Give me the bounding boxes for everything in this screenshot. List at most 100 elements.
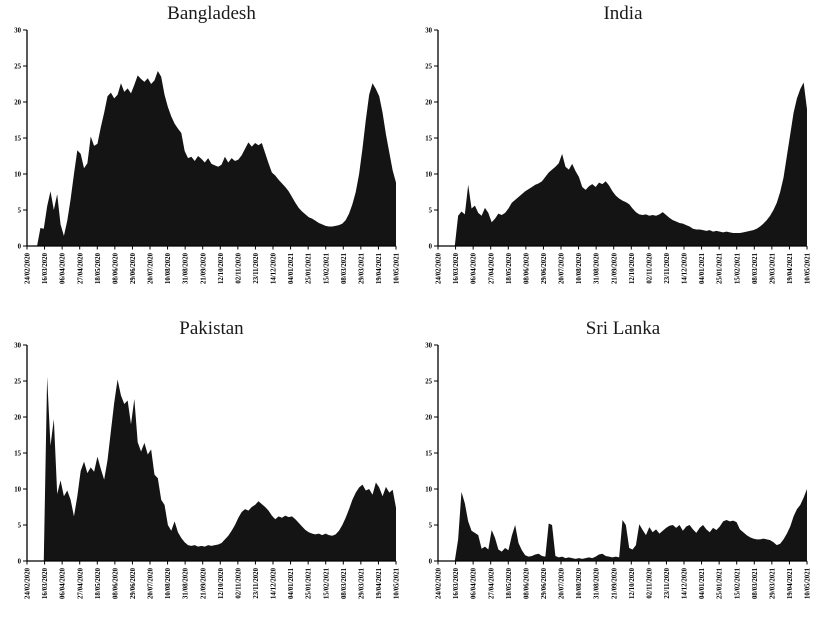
svg-text:15/02/2021: 15/02/2021: [323, 567, 330, 599]
svg-text:10/05/2021: 10/05/2021: [394, 567, 401, 599]
svg-text:0: 0: [429, 558, 433, 565]
svg-text:29/06/2020: 29/06/2020: [541, 567, 548, 599]
area-chart-pakistan: 0 5 10 15 20 25 30 24/02/2020 16/03/2020 06/04/20…: [14, 342, 401, 599]
chart-india: India 0 5 10 15 20 25 30 24/02/2020 16/03/2020 06…: [411, 0, 823, 315]
svg-text:21/09/2020: 21/09/2020: [611, 567, 618, 599]
svg-text:15/02/2021: 15/02/2021: [323, 252, 330, 284]
svg-text:20/07/2020: 20/07/2020: [559, 567, 566, 599]
svg-text:5: 5: [429, 207, 433, 214]
svg-text:25: 25: [425, 63, 432, 70]
svg-text:20: 20: [14, 414, 21, 421]
svg-text:18/05/2020: 18/05/2020: [506, 252, 513, 284]
svg-text:02/11/2020: 02/11/2020: [646, 252, 653, 283]
svg-text:30: 30: [425, 342, 432, 349]
svg-text:5: 5: [429, 522, 433, 529]
svg-text:12/10/2020: 12/10/2020: [629, 252, 636, 284]
svg-text:19/04/2021: 19/04/2021: [787, 567, 794, 599]
svg-text:04/01/2021: 04/01/2021: [699, 252, 706, 284]
svg-text:08/06/2020: 08/06/2020: [112, 252, 119, 284]
svg-text:10/05/2021: 10/05/2021: [805, 567, 812, 599]
svg-text:19/04/2021: 19/04/2021: [376, 567, 383, 599]
svg-text:06/04/2020: 06/04/2020: [60, 567, 67, 599]
svg-text:08/03/2021: 08/03/2021: [341, 252, 348, 284]
svg-text:24/02/2020: 24/02/2020: [25, 567, 32, 599]
svg-text:29/06/2020: 29/06/2020: [541, 252, 548, 284]
svg-text:25: 25: [14, 63, 21, 70]
chart-pakistan: Pakistan 0 5 10 15 20 25 30 24/02/2020 16/03/202…: [0, 315, 411, 630]
svg-text:18/05/2020: 18/05/2020: [95, 252, 102, 284]
svg-text:06/04/2020: 06/04/2020: [60, 252, 67, 284]
svg-text:31/08/2020: 31/08/2020: [594, 252, 601, 284]
chart-bangladesh: Bangladesh 0 5 10 15 20 25 30 24/02/2020 16/03/2…: [0, 0, 411, 315]
area-chart-bangladesh: 0 5 10 15 20 25 30 24/02/2020 16/03/2020 06/04/20…: [14, 27, 401, 284]
svg-text:10/05/2021: 10/05/2021: [394, 252, 401, 284]
svg-text:25: 25: [425, 378, 432, 385]
svg-text:29/03/2021: 29/03/2021: [769, 252, 776, 284]
svg-text:31/08/2020: 31/08/2020: [183, 252, 190, 284]
svg-text:23/11/2020: 23/11/2020: [664, 567, 671, 598]
svg-text:0: 0: [429, 243, 433, 250]
svg-text:08/06/2020: 08/06/2020: [523, 252, 530, 284]
svg-text:16/03/2020: 16/03/2020: [453, 567, 460, 599]
svg-text:30: 30: [14, 27, 21, 34]
svg-text:15: 15: [14, 135, 21, 142]
svg-text:15/02/2021: 15/02/2021: [734, 252, 741, 284]
svg-text:02/11/2020: 02/11/2020: [235, 252, 242, 283]
svg-text:02/11/2020: 02/11/2020: [235, 567, 242, 598]
svg-text:14/12/2020: 14/12/2020: [271, 567, 278, 599]
area-chart-sri-lanka: 0 5 10 15 20 25 30 24/02/2020 16/03/2020 06/04/20…: [425, 342, 812, 599]
svg-text:19/04/2021: 19/04/2021: [787, 252, 794, 284]
svg-text:10: 10: [425, 486, 432, 493]
svg-text:20/07/2020: 20/07/2020: [559, 252, 566, 284]
svg-text:08/06/2020: 08/06/2020: [112, 567, 119, 599]
svg-text:20: 20: [425, 414, 432, 421]
svg-text:24/02/2020: 24/02/2020: [436, 567, 443, 599]
svg-text:10/05/2021: 10/05/2021: [805, 252, 812, 284]
svg-text:18/05/2020: 18/05/2020: [95, 567, 102, 599]
svg-text:08/03/2021: 08/03/2021: [752, 252, 759, 284]
svg-text:29/06/2020: 29/06/2020: [130, 252, 137, 284]
svg-text:29/03/2021: 29/03/2021: [358, 252, 365, 284]
svg-text:12/10/2020: 12/10/2020: [629, 567, 636, 599]
svg-text:30: 30: [14, 342, 21, 349]
svg-text:27/04/2020: 27/04/2020: [77, 567, 84, 599]
chart-sri-lanka: Sri Lanka 0 5 10 15 20 25 30 24/02/2020 16/03/20…: [411, 315, 823, 630]
svg-text:25/01/2021: 25/01/2021: [306, 252, 313, 284]
svg-text:10/08/2020: 10/08/2020: [576, 252, 583, 284]
svg-text:21/09/2020: 21/09/2020: [200, 567, 207, 599]
chart-title-sri-lanka: Sri Lanka: [585, 318, 661, 339]
svg-text:15: 15: [425, 450, 432, 457]
svg-text:23/11/2020: 23/11/2020: [253, 252, 260, 283]
svg-text:24/02/2020: 24/02/2020: [436, 252, 443, 284]
svg-text:23/11/2020: 23/11/2020: [664, 252, 671, 283]
svg-text:25/01/2021: 25/01/2021: [717, 252, 724, 284]
svg-text:5: 5: [18, 207, 22, 214]
svg-text:15: 15: [425, 135, 432, 142]
svg-text:0: 0: [18, 558, 22, 565]
svg-text:10: 10: [425, 171, 432, 178]
svg-text:10/08/2020: 10/08/2020: [576, 567, 583, 599]
chart-title-india: India: [603, 3, 643, 24]
svg-text:29/03/2021: 29/03/2021: [769, 567, 776, 599]
svg-text:10/08/2020: 10/08/2020: [165, 252, 172, 284]
svg-text:31/08/2020: 31/08/2020: [183, 567, 190, 599]
svg-text:15/02/2021: 15/02/2021: [734, 567, 741, 599]
svg-text:21/09/2020: 21/09/2020: [611, 252, 618, 284]
svg-text:10/08/2020: 10/08/2020: [165, 567, 172, 599]
svg-text:12/10/2020: 12/10/2020: [218, 252, 225, 284]
svg-text:20: 20: [425, 99, 432, 106]
area-chart-india: 0 5 10 15 20 25 30 24/02/2020 16/03/2020 06/04/20…: [425, 27, 812, 284]
svg-text:10: 10: [14, 171, 21, 178]
svg-text:25/01/2021: 25/01/2021: [306, 567, 313, 599]
svg-text:16/03/2020: 16/03/2020: [453, 252, 460, 284]
svg-text:29/06/2020: 29/06/2020: [130, 567, 137, 599]
svg-text:20/07/2020: 20/07/2020: [148, 567, 155, 599]
svg-text:31/08/2020: 31/08/2020: [594, 567, 601, 599]
chart-title-pakistan: Pakistan: [179, 318, 244, 339]
svg-text:04/01/2021: 04/01/2021: [288, 252, 295, 284]
svg-text:29/03/2021: 29/03/2021: [358, 567, 365, 599]
svg-text:20/07/2020: 20/07/2020: [148, 252, 155, 284]
svg-text:18/05/2020: 18/05/2020: [506, 567, 513, 599]
svg-text:04/01/2021: 04/01/2021: [288, 567, 295, 599]
svg-text:15: 15: [14, 450, 21, 457]
